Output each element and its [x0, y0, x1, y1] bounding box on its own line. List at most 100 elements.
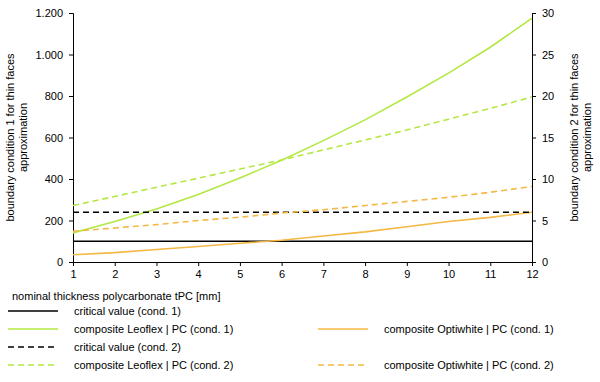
chart: 12345678910111202004006008001.0001.20005…	[0, 0, 600, 382]
legend-item: composite Optiwhite | PC (cond. 2)	[318, 359, 554, 371]
x-tick-mark	[323, 262, 324, 266]
x-tick: 6	[279, 262, 285, 280]
x-tick: 2	[112, 262, 118, 280]
x-tick-mark	[156, 262, 157, 266]
legend-item: critical value (cond. 1)	[8, 305, 181, 317]
x-tick: 7	[321, 262, 327, 280]
legend-item: composite Optiwhite | PC (cond. 1)	[318, 323, 554, 335]
x-tick-label: 6	[279, 268, 285, 280]
x-tick-mark	[198, 262, 199, 266]
legend-label: composite Optiwhite | PC (cond. 2)	[384, 359, 554, 371]
x-tick: 11	[485, 262, 496, 280]
x-tick-mark	[407, 262, 408, 266]
legend-swatch	[318, 364, 368, 366]
series-line	[73, 18, 532, 233]
legend-swatch	[8, 364, 58, 366]
x-axis-line	[74, 263, 533, 267]
y2-tick-label: 0	[542, 256, 548, 268]
y-axis: 0 200 400 600 800 1.000 1.200	[35, 7, 73, 268]
x-tick-label: 11	[485, 268, 496, 280]
x-tick-mark	[490, 262, 491, 266]
x-tick: 4	[196, 262, 202, 280]
legend: critical value (cond. 1) composite Leofle…	[8, 305, 554, 371]
y-tick-mark	[69, 179, 73, 180]
y2-tick: 5	[532, 215, 548, 227]
y2-tick-label: 10	[542, 173, 554, 185]
x-tick-label: 8	[363, 268, 369, 280]
x-tick-mark	[282, 262, 283, 266]
y-tick: 0	[57, 256, 73, 268]
y-tick: 400	[45, 173, 73, 185]
y2-tick-mark	[532, 96, 536, 97]
y2-tick-label: 15	[542, 132, 554, 144]
legend-swatch	[8, 346, 58, 348]
y-tick-label: 600	[45, 132, 63, 144]
x-tick-mark	[240, 262, 241, 266]
legend-label: critical value (cond. 2)	[74, 341, 181, 353]
y-axis-title: boundary condition 1 for thin faces	[4, 53, 16, 222]
legend-label: critical value (cond. 1)	[74, 305, 181, 317]
x-tick: 3	[154, 262, 160, 280]
legend-item: critical value (cond. 2)	[8, 341, 181, 353]
y-tick-label: 400	[45, 173, 63, 185]
y2-tick: 10	[532, 173, 554, 185]
y-tick: 600	[45, 132, 73, 144]
y-tick: 200	[45, 215, 73, 227]
y-tick-mark	[69, 13, 73, 14]
y-tick-label: 800	[45, 90, 63, 102]
y-tick-mark	[69, 138, 73, 139]
y2-tick-label: 25	[542, 49, 554, 61]
y2-tick-mark	[532, 179, 536, 180]
series-line	[73, 212, 532, 255]
x-tick-mark	[449, 262, 450, 266]
y-axis-line	[69, 14, 74, 263]
y-axis-title: approximation	[17, 103, 29, 172]
legend-swatch	[8, 310, 58, 312]
y2-tick: 20	[532, 90, 554, 102]
x-tick-label: 4	[196, 268, 202, 280]
x-tick-label: 1	[70, 268, 76, 280]
x-tick: 12	[526, 262, 538, 280]
x-tick-label: 3	[154, 268, 160, 280]
y-tick-mark	[69, 221, 73, 222]
legend-label: composite Optiwhite | PC (cond. 1)	[384, 323, 554, 335]
x-tick-mark	[365, 262, 366, 266]
y2-tick: 15	[532, 132, 554, 144]
y2-tick-mark	[532, 221, 536, 222]
y2-tick-label: 30	[542, 7, 554, 19]
x-axis-title: nominal thickness polycarbonate tPC [mm]	[12, 290, 220, 302]
y2-tick: 25	[532, 49, 554, 61]
y2-tick-mark	[532, 262, 536, 263]
x-tick-label: 10	[443, 268, 455, 280]
x-tick-label: 7	[321, 268, 327, 280]
y-tick-mark	[69, 55, 73, 56]
legend-label: composite Leoflex | PC (cond. 1)	[74, 323, 233, 335]
series-line	[73, 186, 532, 231]
y2-tick: 30	[532, 7, 554, 19]
y-tick-mark	[69, 262, 73, 263]
y2-tick-mark	[532, 55, 536, 56]
plot-lines	[73, 18, 532, 255]
x-tick: 1	[70, 262, 76, 280]
x-tick: 9	[404, 262, 410, 280]
series-line	[73, 240, 532, 242]
legend-label: composite Leoflex | PC (cond. 2)	[74, 359, 233, 371]
x-tick-mark	[115, 262, 116, 266]
y2-axis: 0 5 10 15 20 25 30	[532, 7, 554, 268]
x-tick-label: 2	[112, 268, 118, 280]
y-tick-label: 200	[45, 215, 63, 227]
legend-swatch	[318, 328, 368, 330]
x-axis: 123456789101112	[70, 262, 538, 280]
y-tick-mark	[69, 96, 73, 97]
y2-tick-mark	[532, 13, 536, 14]
y2-axis-line	[533, 14, 537, 263]
legend-item: composite Leoflex | PC (cond. 1)	[8, 323, 233, 335]
y2-tick: 0	[532, 256, 548, 268]
y2-tick-mark	[532, 138, 536, 139]
y-tick-label: 1.200	[35, 7, 63, 19]
y-tick: 1.000	[35, 49, 73, 61]
series-line	[73, 97, 532, 206]
y-tick-label: 0	[57, 256, 63, 268]
legend-swatch	[8, 328, 58, 330]
y2-tick-label: 20	[542, 90, 554, 102]
